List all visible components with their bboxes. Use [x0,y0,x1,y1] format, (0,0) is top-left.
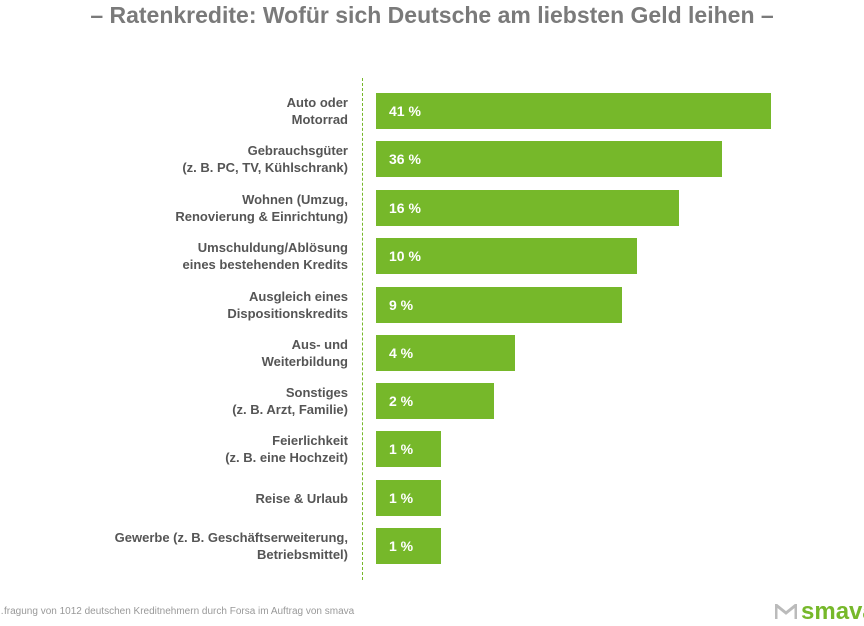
logo-text: smava [801,598,864,625]
data-label: 2 % [389,393,414,409]
category-label: Gebrauchsgüter (z. B. PC, TV, Kühlschran… [182,143,348,175]
bar [376,141,722,177]
category-label: Ausgleich eines Dispositionskredits [227,289,348,321]
source-note: …fragung von 1012 deutschen Kreditnehmer… [0,606,355,617]
data-label: 1 % [389,490,414,506]
category-label: Aus- und Weiterbildung [261,337,348,369]
bar [376,431,441,467]
data-label: 41 % [389,103,421,119]
data-label: 16 % [389,200,421,216]
smava-logo: smava [775,598,864,626]
bar [376,383,494,419]
logo-mark-icon [775,604,797,619]
category-label: Wohnen (Umzug, Renovierung & Einrichtung… [175,192,348,224]
category-label: Feierlichkeit (z. B. eine Hochzeit) [225,433,348,465]
data-label: 36 % [389,151,421,167]
category-label: Reise & Urlaub [255,490,348,506]
bar [376,190,679,226]
category-label: Gewerbe (z. B. Geschäftserweiterung, Bet… [114,530,348,562]
bar [376,480,441,516]
bar [376,528,441,564]
data-label: 10 % [389,248,421,264]
data-label: 9 % [389,297,414,313]
chart-title: – Ratenkredite: Wofür sich Deutsche am l… [90,2,774,28]
data-label: 4 % [389,345,414,361]
data-label: 1 % [389,538,414,554]
bar [376,335,515,371]
data-label: 1 % [389,441,414,457]
bar [376,93,771,129]
category-axis-line [362,78,363,580]
category-label: Umschuldung/Ablösung eines bestehenden K… [182,240,348,272]
category-label: Auto oder Motorrad [286,95,348,127]
bar [376,287,622,323]
category-label: Sonstiges (z. B. Arzt, Familie) [232,385,348,417]
bar [376,238,637,274]
